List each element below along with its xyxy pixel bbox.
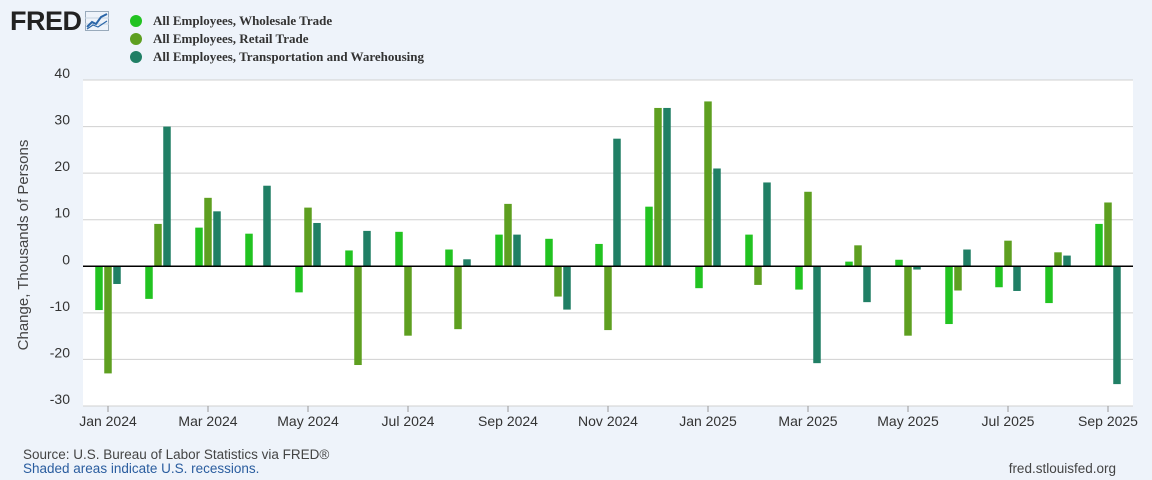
bar-wholesale [495,234,503,267]
bar-retail [704,101,712,267]
bar-retail [854,245,862,267]
bar-transportation [263,185,271,267]
bar-retail [454,266,462,330]
x-tick-label: May 2024 [277,413,339,429]
bar-transportation [213,211,221,267]
bar-transportation [963,249,971,267]
bar-transportation [513,234,521,267]
bar-wholesale [895,259,903,267]
x-tick-label: Sep 2024 [478,413,538,429]
bar-retail [354,266,362,366]
bar-wholesale [745,234,753,267]
x-tick-label: Nov 2024 [578,413,638,429]
bar-wholesale [945,266,953,325]
legend-swatch-retail [130,33,142,45]
plot-area [83,80,1133,406]
bar-transportation [663,107,671,267]
fred-logo[interactable]: FRED [10,7,109,35]
bar-wholesale [295,266,303,293]
bar-wholesale [995,266,1003,288]
bar-transportation [713,168,721,267]
y-tick-label: 40 [54,65,70,81]
legend-item-retail[interactable]: All Employees, Retail Trade [130,30,424,48]
fred-graph-icon [84,11,109,31]
bar-retail [154,223,162,267]
bar-transportation [563,266,571,310]
bar-wholesale [195,227,203,267]
legend-label-wholesale: All Employees, Wholesale Trade [153,13,333,28]
y-tick-label: -10 [50,298,70,314]
bar-transportation [313,222,321,267]
bar-retail [654,107,662,267]
bar-transportation [163,126,171,267]
bar-transportation [1013,266,1021,291]
legend-swatch-transportation [130,51,142,63]
bar-transportation [113,266,121,284]
bar-transportation [463,259,471,267]
bar-wholesale [1045,266,1053,304]
bar-wholesale [245,233,253,267]
bar-transportation [913,266,921,270]
bar-wholesale [845,261,853,267]
bar-wholesale [545,238,553,267]
x-tick-label: Jul 2025 [982,413,1035,429]
bar-retail [1104,202,1112,267]
y-tick-label: 0 [62,251,70,267]
x-tick-label: Jul 2024 [382,413,435,429]
legend-item-transportation[interactable]: All Employees, Transportation and Wareho… [130,48,424,66]
x-tick-label: Jan 2025 [679,413,737,429]
recession-note[interactable]: Shaded areas indicate U.S. recessions. [23,461,260,476]
bar-retail [554,266,562,297]
logo-text: FRED [10,6,82,36]
legend-swatch-wholesale [130,15,142,27]
y-tick-label: 20 [54,158,70,174]
bar-retail [104,266,112,374]
x-tick-label: Sep 2025 [1078,413,1138,429]
y-axis-label: Change, Thousands of Persons [15,140,32,351]
bar-transportation [813,266,821,364]
bar-wholesale [595,243,603,267]
legend-label-retail: All Employees, Retail Trade [153,31,309,46]
bar-retail [204,197,212,267]
x-tick-label: Jan 2024 [79,413,137,429]
bar-transportation [363,230,371,267]
bar-retail [404,266,412,336]
bar-wholesale [445,249,453,267]
x-tick-label: Mar 2024 [178,413,237,429]
x-tick-label: Mar 2025 [778,413,837,429]
site-link[interactable]: fred.stlouisfed.org [1008,461,1116,476]
bar-wholesale [795,266,803,290]
bar-wholesale [95,266,103,311]
y-tick-label: -20 [50,344,70,360]
bar-retail [304,207,312,267]
bar-wholesale [145,266,153,299]
bar-retail [954,266,962,291]
bar-transportation [1063,255,1071,267]
y-tick-label: 30 [54,112,70,128]
y-tick-label: -30 [50,391,70,407]
bar-wholesale [345,250,353,267]
bar-wholesale [645,206,653,267]
bar-retail [1004,240,1012,267]
bar-transportation [1113,266,1121,385]
bar-retail [504,203,512,267]
bar-wholesale [1095,223,1103,267]
bar-wholesale [395,231,403,267]
bar-retail [1054,252,1062,267]
bar-wholesale [695,266,703,289]
bar-retail [804,191,812,267]
x-tick-label: May 2025 [877,413,939,429]
legend-item-wholesale[interactable]: All Employees, Wholesale Trade [130,12,424,30]
source-note: Source: U.S. Bureau of Labor Statistics … [23,447,330,462]
bar-retail [754,266,762,285]
bar-transportation [613,138,621,267]
legend-label-transportation: All Employees, Transportation and Wareho… [153,49,425,64]
y-tick-label: 10 [54,205,70,221]
legend: All Employees, Wholesale Trade All Emplo… [130,12,424,66]
bar-transportation [763,182,771,267]
bar-transportation [863,266,871,303]
bar-retail [604,266,612,331]
bar-retail [904,266,912,336]
